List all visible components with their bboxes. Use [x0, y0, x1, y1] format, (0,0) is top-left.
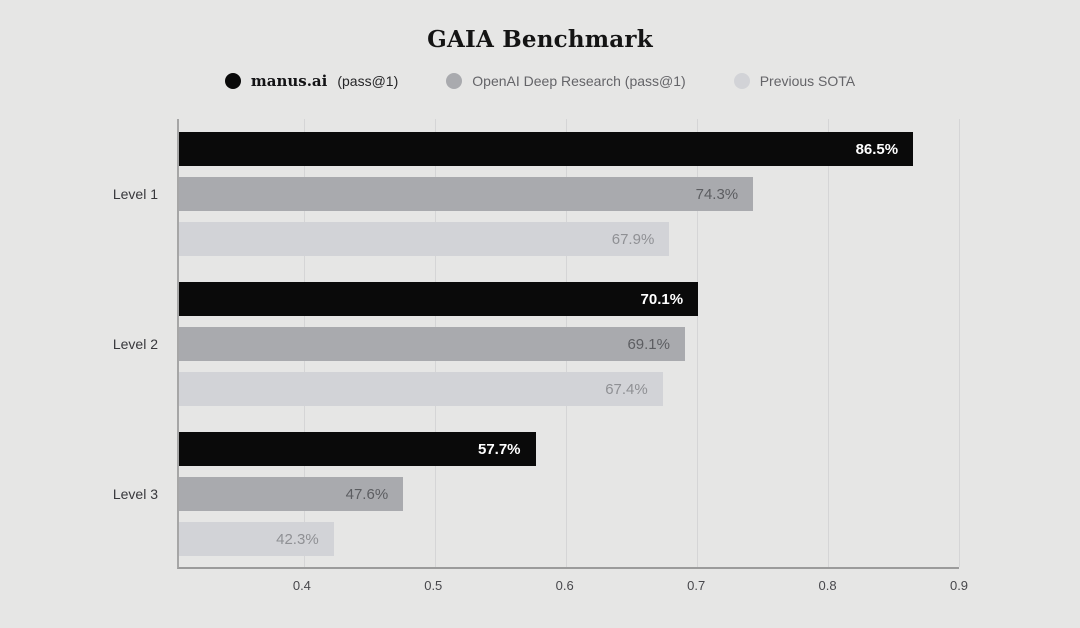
- bar: 86.5%: [179, 132, 914, 166]
- bar: 74.3%: [179, 177, 754, 211]
- bar: 70.1%: [179, 282, 699, 316]
- x-axis-tick-label: 0.6: [555, 578, 574, 593]
- legend-item: Previous SOTA: [733, 73, 856, 89]
- bar: 67.4%: [179, 372, 663, 406]
- bar: 67.9%: [179, 222, 670, 256]
- category-label: Level 2: [112, 336, 158, 352]
- x-axis-tick-label: 0.8: [818, 578, 837, 593]
- category-axis-labels: Level 1 Level 2 Level 3: [0, 119, 158, 569]
- bar-value-label: 69.1%: [627, 335, 670, 353]
- circle-icon: [733, 73, 750, 89]
- bar-value-label: 42.3%: [276, 530, 319, 548]
- legend-label: manus.ai: [250, 72, 328, 90]
- bar-value-label: 86.5%: [855, 140, 899, 158]
- bar-group: 70.1% 69.1% 67.4%: [179, 269, 959, 419]
- legend-label: OpenAI Deep Research (pass@1): [472, 73, 686, 89]
- gridline: [696, 119, 698, 567]
- legend-item: manus.ai (pass@1): [224, 72, 399, 90]
- chart-title: GAIA Benchmark: [427, 26, 653, 53]
- x-axis-tick-label: 0.7: [687, 578, 706, 593]
- bar-group: 57.7% 47.6% 42.3%: [179, 419, 959, 569]
- gridline: [959, 119, 960, 567]
- bar: 57.7%: [179, 432, 536, 466]
- legend-label-suffix: (pass@1): [337, 73, 399, 89]
- bar: 47.6%: [179, 477, 404, 511]
- legend: manus.ai (pass@1) OpenAI Deep Research (p…: [0, 72, 1080, 90]
- category-label: Level 3: [112, 486, 158, 502]
- bar-value-label: 57.7%: [477, 440, 521, 458]
- x-axis-tick-label: 0.9: [949, 578, 969, 593]
- category-label: Level 1: [112, 186, 158, 202]
- bar-value-label: 47.6%: [345, 485, 389, 503]
- x-axis-tick-label: 0.5: [424, 578, 443, 593]
- bar-value-label: 67.9%: [611, 230, 655, 248]
- x-axis-tick-label: 0.4: [292, 578, 311, 593]
- bar-value-label: 74.3%: [695, 185, 739, 203]
- bar-group: 86.5% 74.3% 67.9%: [179, 119, 959, 269]
- x-axis-tick-labels: 0.4 0.5 0.6 0.7 0.8 0.9: [177, 578, 968, 598]
- plot-area: 86.5% 74.3% 67.9% 70.1% 69.1% 67.4% 57.7% 47.6%…: [177, 119, 960, 569]
- gridline: [827, 119, 829, 567]
- legend-item: OpenAI Deep Research (pass@1): [446, 73, 686, 89]
- bar-value-label: 70.1%: [640, 290, 684, 308]
- circle-icon: [224, 73, 241, 89]
- bar: 69.1%: [179, 327, 685, 361]
- legend-label: Previous SOTA: [759, 73, 856, 89]
- bar: 42.3%: [179, 522, 334, 556]
- circle-icon: [446, 73, 463, 89]
- bar-value-label: 67.4%: [605, 380, 648, 398]
